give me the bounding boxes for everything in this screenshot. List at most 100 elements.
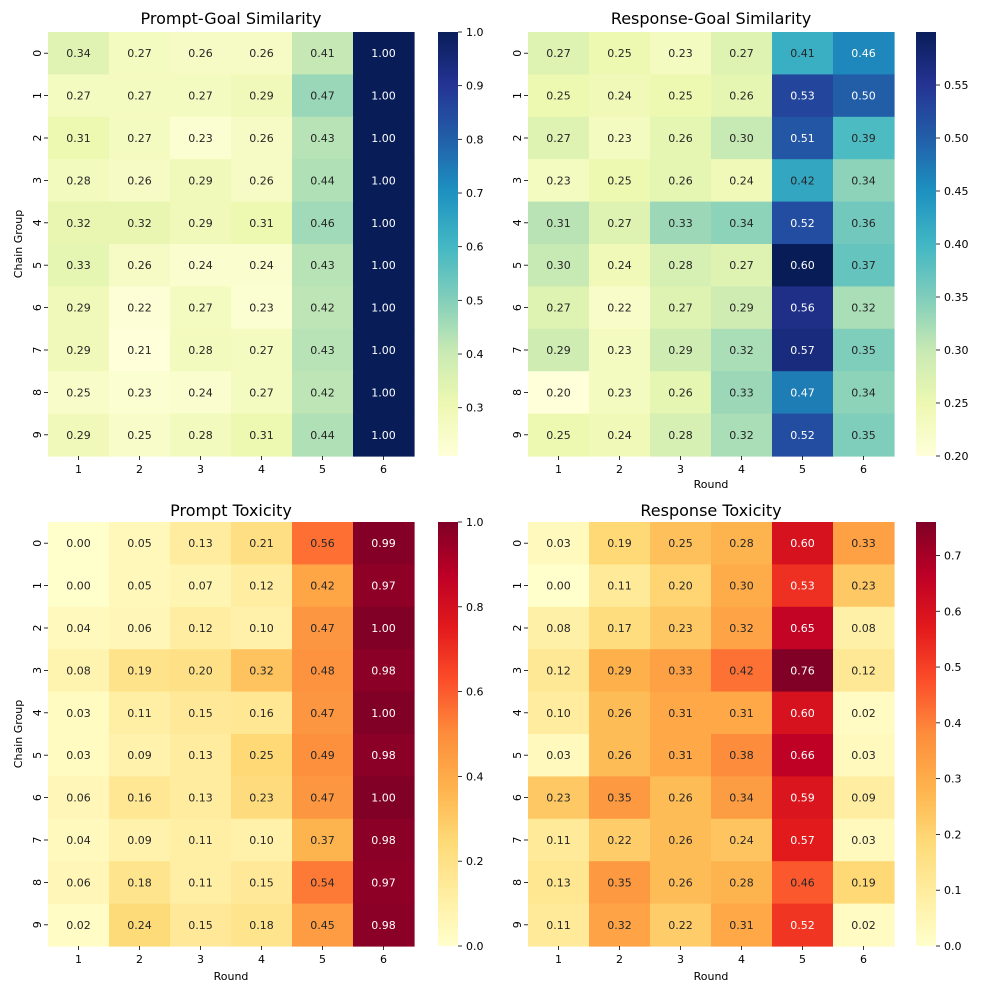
heatmap-cell (231, 116, 293, 160)
cell-value-label: 0.31 (249, 217, 274, 230)
heatmap-cell (589, 861, 651, 905)
cell-value-label: 0.15 (188, 919, 213, 932)
cell-value-label: 0.33 (851, 537, 876, 550)
colorbar-tick-label: 0.8 (466, 133, 484, 146)
cell-value-label: 0.27 (546, 132, 571, 145)
heatmap-cell (650, 413, 712, 457)
cell-value-label: 0.33 (668, 664, 693, 677)
x-tick-label: 5 (799, 953, 806, 966)
cell-value-label: 0.28 (729, 876, 754, 889)
heatmap-cell (353, 606, 415, 650)
x-axis-label: Round (694, 478, 729, 491)
cell-value-label: 0.45 (310, 919, 335, 932)
cell-value-label: 0.29 (546, 344, 571, 357)
cell-value-label: 0.27 (546, 302, 571, 315)
cell-value-label: 0.12 (546, 664, 571, 677)
y-tick-label: 4 (31, 219, 44, 226)
heatmap-cell (772, 861, 834, 905)
cell-value-label: 0.24 (188, 386, 213, 399)
heatmap-cell (170, 159, 232, 203)
heatmap-cell (528, 691, 590, 735)
cell-value-label: 0.41 (790, 47, 815, 60)
heatmap-cell (589, 159, 651, 203)
cell-value-label: 0.99 (371, 537, 396, 550)
cell-value-label: 0.02 (851, 707, 876, 720)
cell-value-label: 0.02 (66, 919, 91, 932)
cell-value-label: 0.46 (851, 47, 876, 60)
cell-value-label: 0.42 (310, 580, 335, 593)
heatmap-cell (650, 201, 712, 245)
heatmap-cell (292, 74, 354, 118)
x-tick-label: 3 (677, 953, 684, 966)
cell-value-label: 0.21 (249, 537, 274, 550)
cell-value-label: 0.60 (790, 537, 815, 550)
cell-value-label: 0.11 (127, 707, 152, 720)
heatmap-cell (48, 818, 110, 862)
heatmap-cell (231, 413, 293, 457)
heatmap-cell (528, 201, 590, 245)
colorbar-tick-label: 0.55 (944, 79, 969, 92)
heatmap-cell (292, 861, 354, 905)
cell-value-label: 0.59 (790, 792, 815, 805)
colorbar-tick-label: 0.4 (944, 717, 962, 730)
cell-value-label: 0.31 (249, 429, 274, 442)
heatmap-cell (711, 244, 773, 287)
heatmap-cell (772, 691, 834, 735)
colorbar (438, 522, 458, 946)
heatmap-cell (292, 564, 354, 608)
heatmap-cell (48, 328, 110, 372)
heatmap-cell (528, 32, 590, 75)
heatmap-cell (109, 606, 171, 650)
cell-value-label: 0.49 (310, 749, 335, 762)
cell-value-label: 0.47 (310, 90, 335, 103)
colorbar-tick-label: 0.20 (944, 450, 969, 463)
heatmap-cell (48, 522, 110, 565)
cell-value-label: 0.25 (66, 386, 91, 399)
panel-title: Prompt-Goal Similarity (141, 9, 322, 28)
heatmap-cell (589, 606, 651, 650)
colorbar-tick-label: 0.3 (944, 773, 962, 786)
heatmap-cell (231, 328, 293, 372)
heatmap-cell (589, 564, 651, 608)
x-tick-label: 4 (738, 953, 745, 966)
cell-value-label: 0.26 (127, 259, 152, 272)
cell-value-label: 0.23 (546, 174, 571, 187)
cell-value-label: 1.00 (371, 792, 396, 805)
heatmap-cell (650, 371, 712, 415)
cell-value-label: 0.23 (188, 132, 213, 145)
heatmap-cell (589, 286, 651, 330)
heatmap-cell (650, 734, 712, 777)
cell-value-label: 0.52 (790, 919, 815, 932)
cell-value-label: 0.23 (607, 386, 632, 399)
cell-value-label: 0.05 (127, 580, 152, 593)
heatmap-cell (711, 564, 773, 608)
heatmap-cell (833, 903, 895, 947)
heatmap-cell (833, 606, 895, 650)
cell-value-label: 0.28 (668, 429, 693, 442)
heatmap-cell (711, 201, 773, 245)
cell-value-label: 0.29 (66, 302, 91, 315)
cell-value-label: 0.29 (249, 90, 274, 103)
x-tick-label: 3 (677, 463, 684, 476)
heatmap-cell (833, 159, 895, 203)
heatmap-cell (170, 776, 232, 820)
colorbar (916, 522, 936, 946)
cell-value-label: 0.46 (790, 876, 815, 889)
heatmap-cell (292, 818, 354, 862)
y-tick-label: 2 (31, 135, 44, 142)
cell-value-label: 0.29 (66, 429, 91, 442)
cell-value-label: 0.33 (668, 217, 693, 230)
colorbar-tick-label: 0.40 (944, 238, 969, 251)
cell-value-label: 0.26 (668, 386, 693, 399)
cell-value-label: 0.25 (546, 429, 571, 442)
heatmap-cell (772, 413, 834, 457)
heatmap-cell (589, 649, 651, 693)
cell-value-label: 0.46 (310, 217, 335, 230)
cell-value-label: 0.26 (249, 132, 274, 145)
cell-value-label: 0.39 (851, 132, 876, 145)
heatmap-cell (772, 116, 834, 160)
heatmap-cell (170, 522, 232, 565)
y-tick-label: 5 (31, 262, 44, 269)
cell-value-label: 0.27 (127, 90, 152, 103)
heatmap-cell (650, 606, 712, 650)
